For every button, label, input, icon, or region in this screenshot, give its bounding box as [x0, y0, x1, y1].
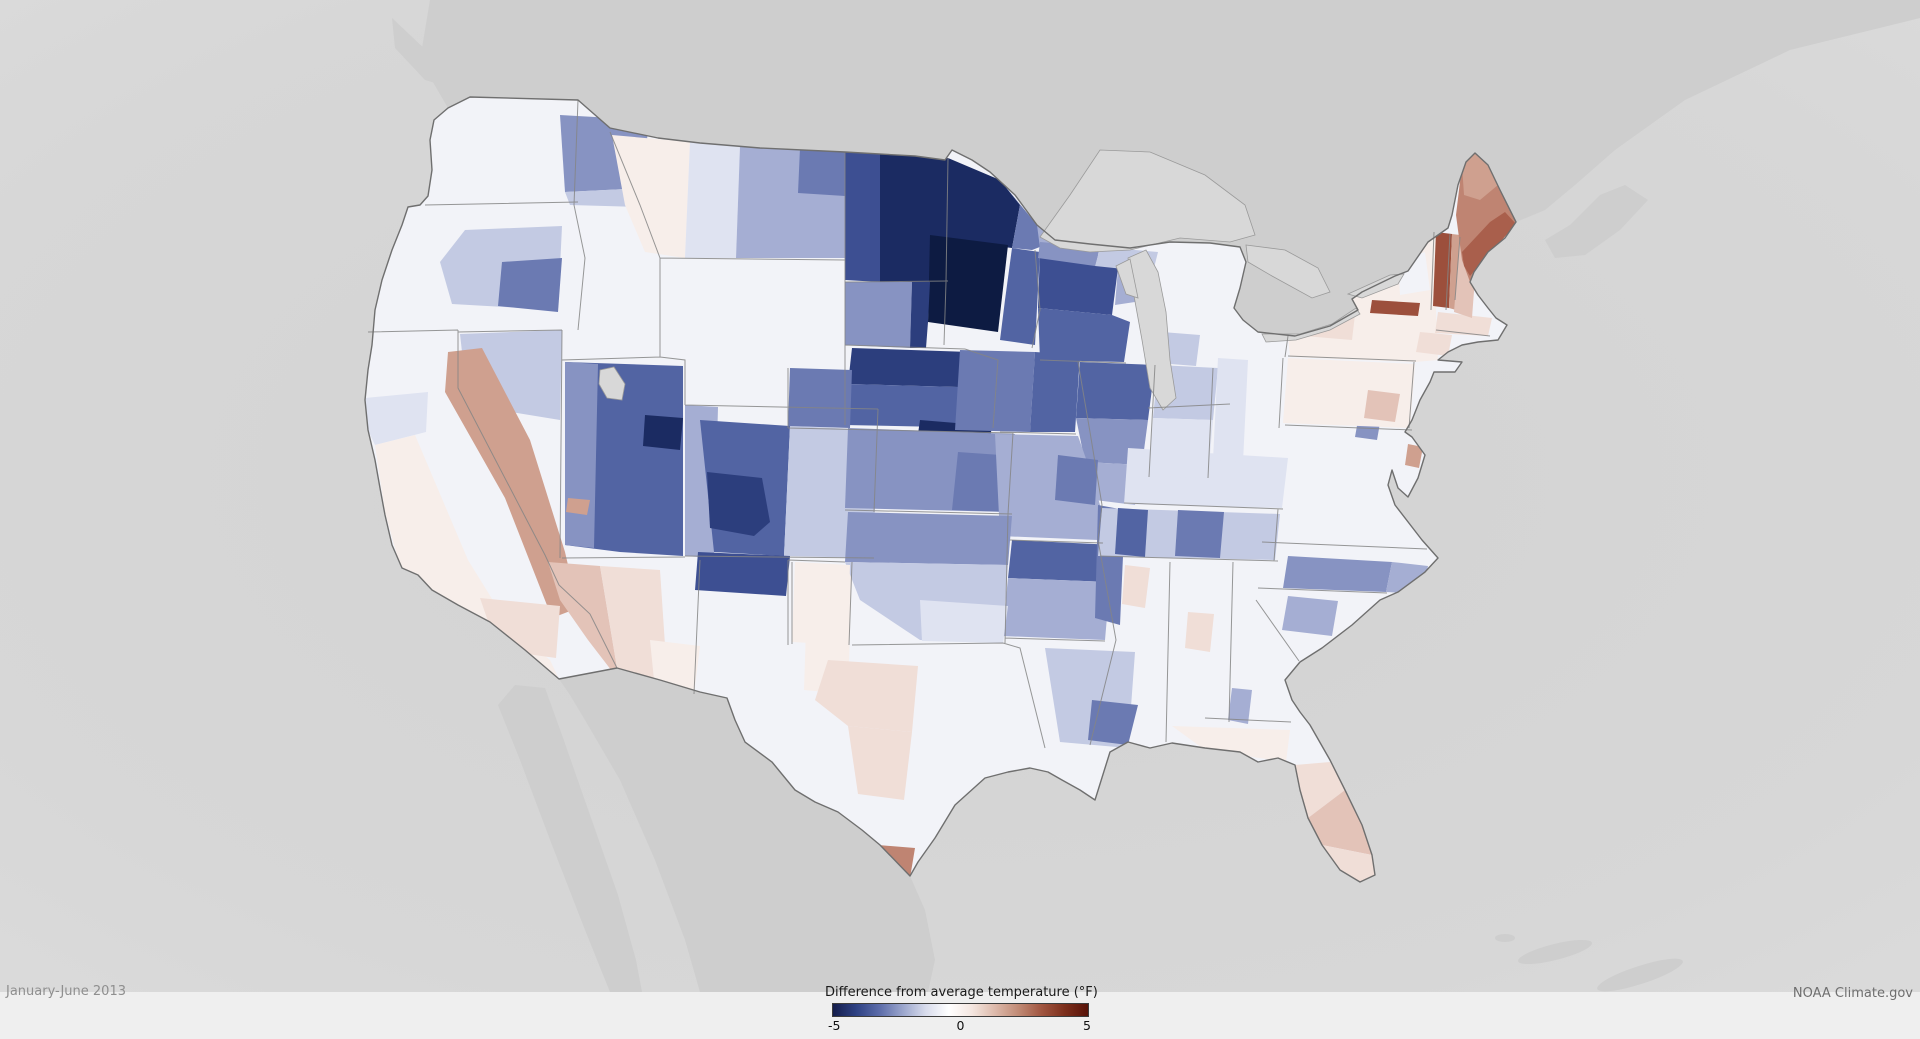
- region-florida-panhandle: [1172, 726, 1290, 762]
- us-outline: [364, 96, 1517, 883]
- region-oklahoma-north: [845, 512, 1012, 565]
- region-arkansas-south: [1002, 578, 1110, 640]
- region-connecticut: [1416, 332, 1452, 356]
- region-south-dakota-west: [845, 282, 912, 348]
- great-salt-lake: [598, 366, 626, 401]
- region-mississippi-pocket: [1122, 565, 1150, 608]
- legend-tick-max: 5: [1083, 1018, 1091, 1033]
- region-california-coast: [375, 435, 559, 679]
- region-utah-uinta: [643, 415, 683, 450]
- map-stage: [0, 0, 1920, 992]
- region-alabama-pocket: [1185, 612, 1214, 652]
- region-georgia-pocket: [1228, 688, 1252, 724]
- vancouver-island: [392, 18, 445, 86]
- region-oregon-southeast: [498, 258, 562, 312]
- region-iowa-east: [1030, 352, 1080, 432]
- us-temperature-anomaly-map: [0, 0, 1920, 992]
- region-florida-south: [1322, 845, 1375, 882]
- green-bay: [1115, 258, 1139, 299]
- region-south-carolina-patch: [1282, 596, 1338, 636]
- region-florida-central: [1308, 790, 1372, 855]
- region-north-dakota-west: [845, 152, 880, 282]
- region-texas-central: [815, 660, 918, 732]
- bahamas-hint: [1495, 934, 1515, 942]
- region-new-york-mohawk-streak: [1370, 300, 1420, 316]
- region-minnesota-northwest: [948, 158, 1020, 248]
- region-arizona-central: [600, 566, 666, 688]
- region-montana-northeast: [798, 148, 845, 196]
- region-maine-north: [1462, 153, 1498, 200]
- baja-california: [498, 685, 642, 992]
- region-california-interior: [445, 348, 578, 618]
- region-arkansas-north: [1008, 540, 1115, 582]
- region-utah-west: [565, 362, 598, 548]
- region-ohio-west: [1213, 358, 1248, 462]
- mexico-mainland: [559, 668, 935, 992]
- region-montana-central: [685, 142, 740, 258]
- region-darkest-core: [928, 235, 1008, 332]
- legend-title: Difference from average temperature (°F): [825, 985, 1098, 1000]
- legend: Difference from average temperature (°F)…: [825, 985, 1098, 1034]
- region-pennsylvania-east-pocket: [1364, 390, 1400, 422]
- region-vermont-east: [1449, 234, 1460, 310]
- nova-scotia-landmass: [1545, 185, 1648, 258]
- region-california-north-coast: [365, 392, 428, 445]
- region-texas-south: [848, 726, 912, 800]
- region-florida-north: [1286, 762, 1345, 818]
- region-iowa-west: [955, 350, 1035, 432]
- legend-color-bar: [832, 1003, 1089, 1017]
- region-maine-coastal-band: [1462, 212, 1516, 276]
- region-colorado-mountain-blob: [707, 472, 770, 536]
- lake-erie: [1261, 307, 1361, 343]
- region-delaware: [1405, 444, 1423, 468]
- credit-label: NOAA Climate.gov: [1792, 986, 1913, 1001]
- region-indiana-south: [1148, 418, 1213, 478]
- lake-huron: [1245, 244, 1331, 299]
- region-tennessee-west: [1115, 508, 1148, 557]
- region-nebraska-panhandle: [788, 368, 852, 428]
- region-south-dakota-east: [910, 282, 930, 348]
- legend-tick-mid: 0: [956, 1018, 965, 1033]
- region-texas-panhandle: [792, 562, 850, 645]
- state-borders: [367, 99, 1491, 749]
- region-colorado-south-pocket: [695, 552, 790, 596]
- region-wisconsin-south: [1038, 308, 1130, 362]
- region-texas-northeast: [920, 600, 1008, 643]
- region-massachusetts: [1435, 312, 1492, 336]
- island-hint: [1597, 958, 1683, 992]
- legend-ticks: -5 0 5: [828, 1018, 1091, 1034]
- region-louisiana-southeast: [1088, 700, 1138, 745]
- lake-superior: [1039, 149, 1256, 253]
- region-illinois-north: [1076, 362, 1155, 420]
- region-missouri-east: [1055, 455, 1098, 505]
- period-label: January-June 2013: [6, 984, 126, 999]
- region-utah-southwest-pocket: [566, 498, 590, 515]
- region-tennessee-middle: [1175, 510, 1224, 558]
- region-minnesota-east: [1000, 248, 1040, 345]
- legend-tick-min: -5: [828, 1018, 841, 1033]
- great-lakes-layer: [598, 149, 1405, 411]
- region-arizona-west: [548, 562, 650, 692]
- cuba-hint: [1518, 939, 1592, 965]
- region-montana-west: [612, 135, 690, 258]
- lake-michigan: [1127, 249, 1177, 411]
- region-north-carolina-band: [1283, 556, 1392, 592]
